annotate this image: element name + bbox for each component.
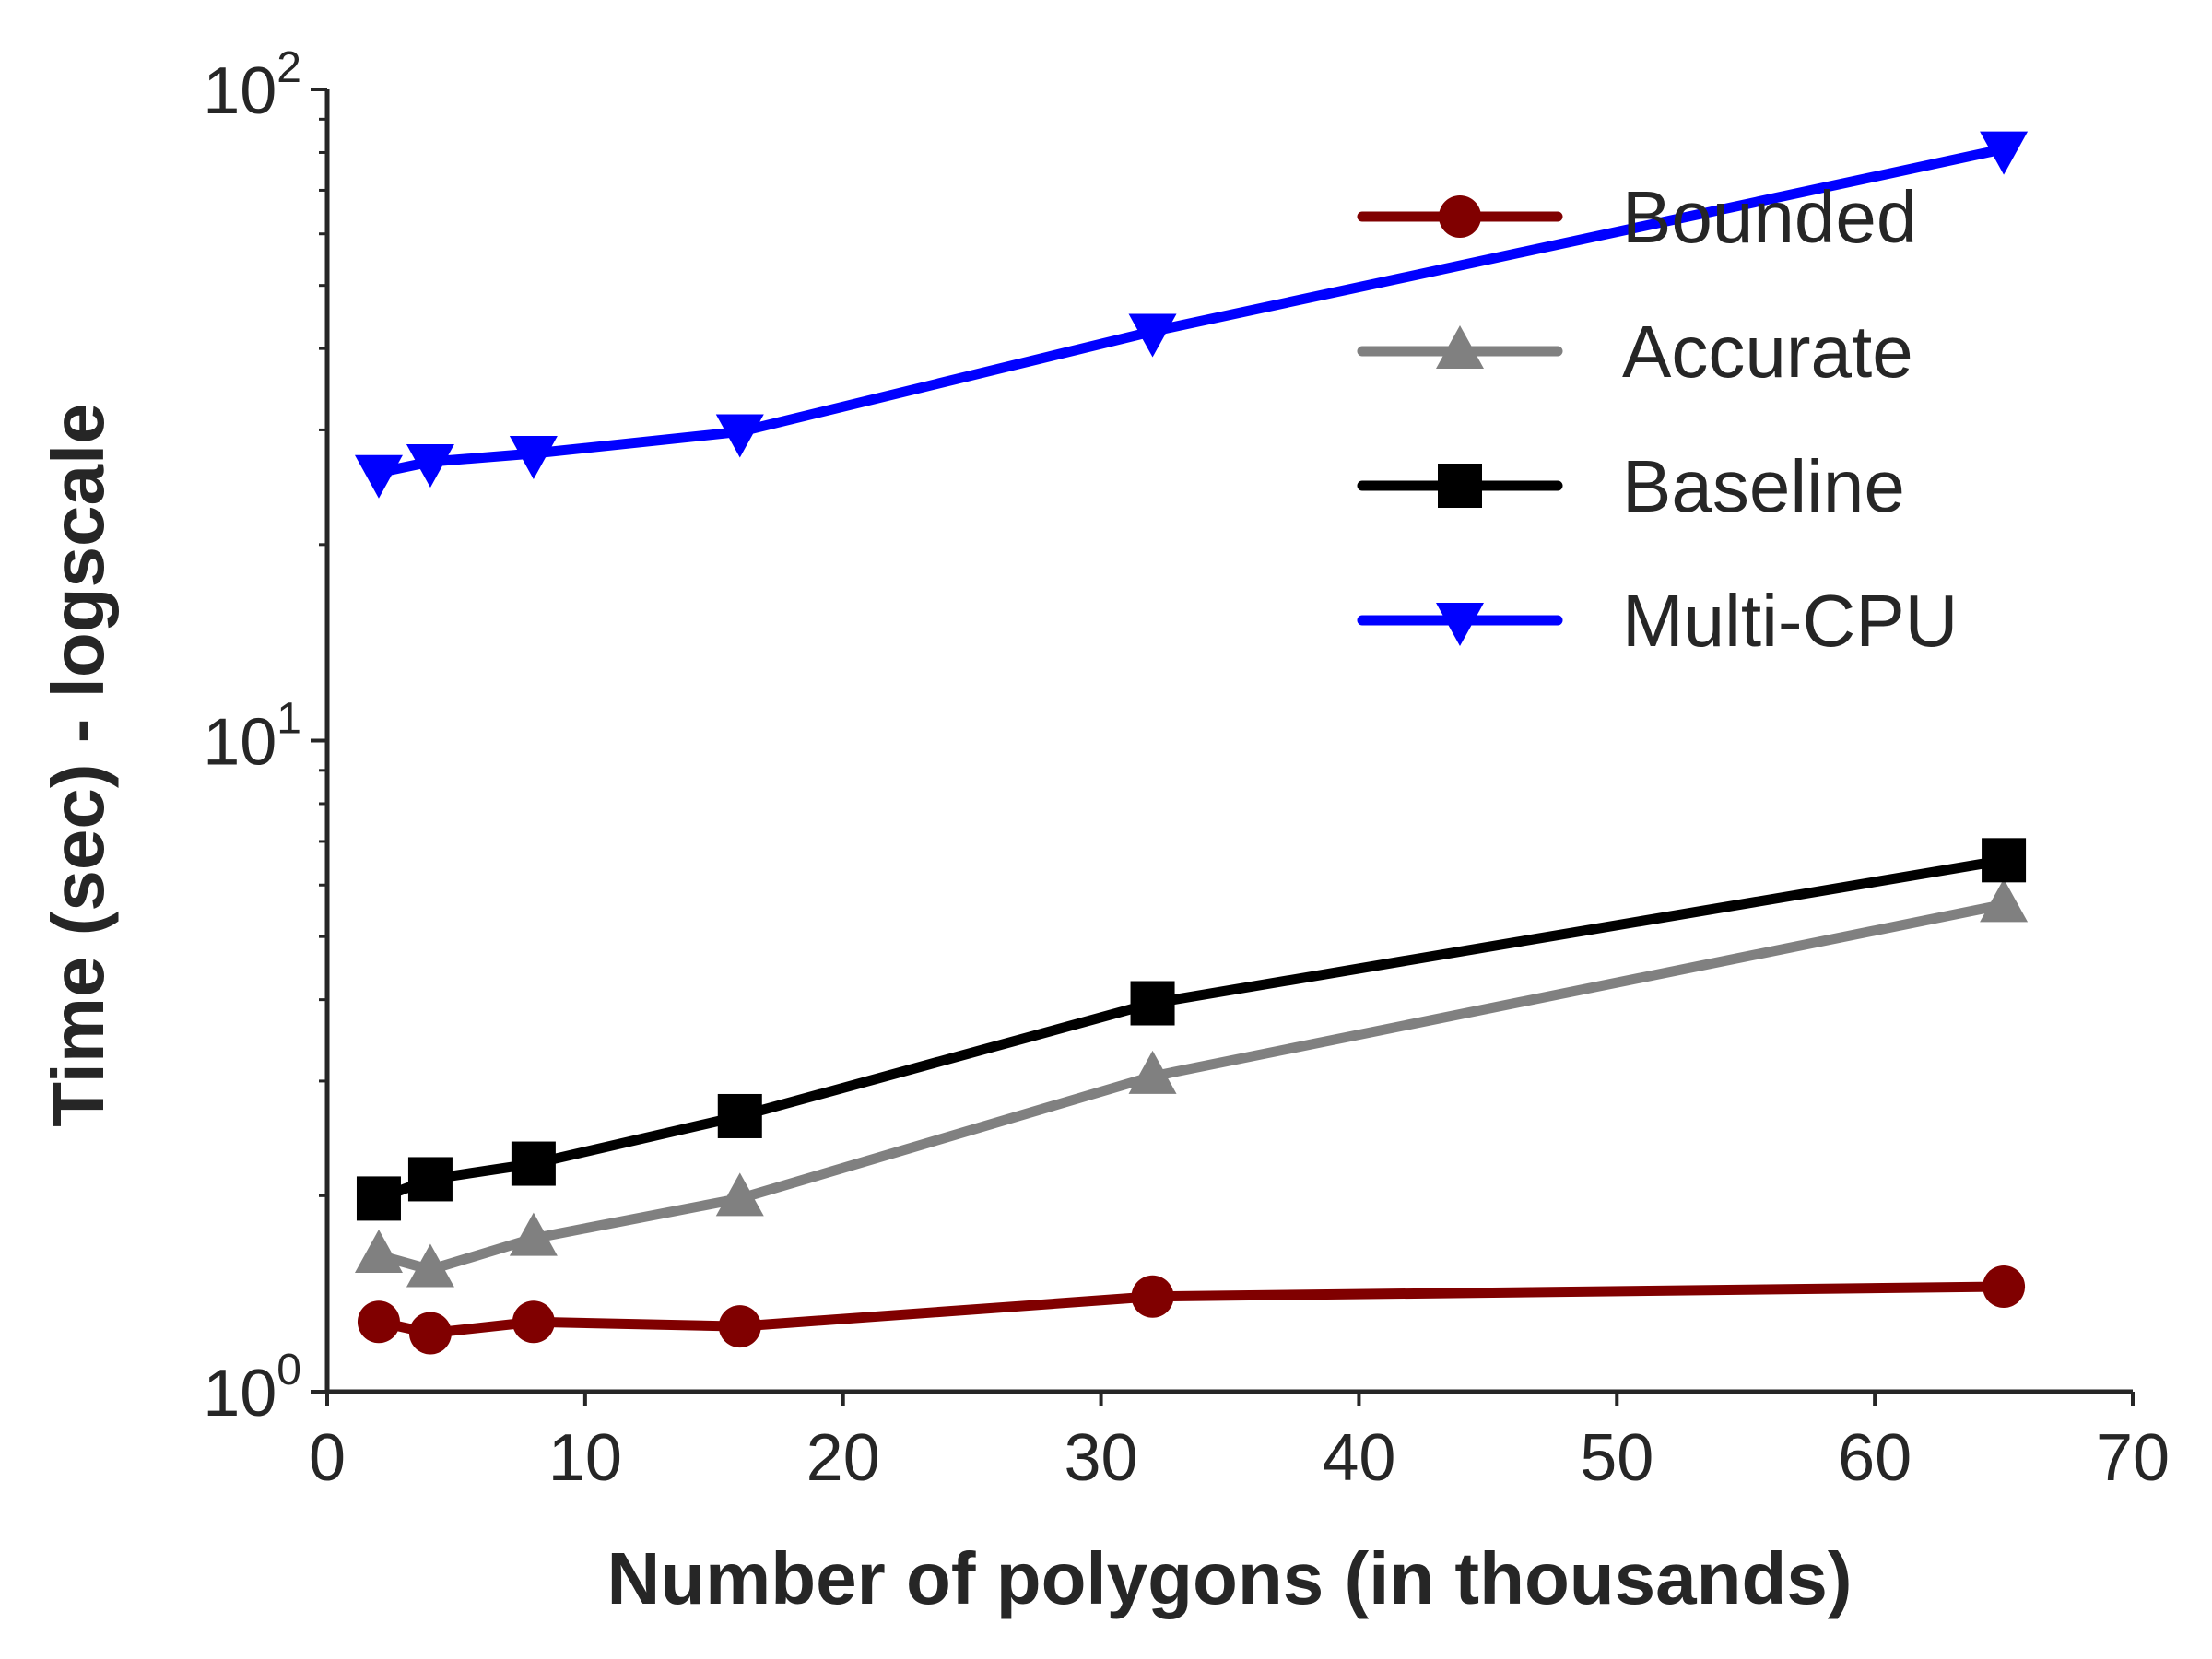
data-point [511, 1141, 556, 1186]
legend-marker [1439, 195, 1481, 238]
data-point [1128, 1050, 1177, 1094]
data-point [1128, 313, 1177, 358]
series-accurate [354, 878, 2029, 1288]
data-point [1982, 838, 2027, 883]
x-tick-label: 60 [1838, 1421, 1912, 1495]
y-tick-label: 100 [203, 1346, 301, 1430]
legend-entry: Accurate [1357, 311, 1913, 393]
data-point [1131, 1275, 1174, 1318]
series-line [373, 854, 2009, 1204]
legend-entry: Baseline [1357, 445, 1905, 527]
legend-marker [1436, 325, 1484, 369]
y-tick-base: 10 [203, 706, 276, 780]
x-tick-label: 40 [1322, 1421, 1395, 1495]
legend-marker [1438, 464, 1482, 508]
legend-entry: Bounded [1357, 176, 1917, 258]
x-tick-label: 30 [1065, 1421, 1138, 1495]
y-tick-label: 101 [203, 695, 301, 780]
legend-label: Baseline [1622, 445, 1905, 527]
x-axis-label: Number of polygons (in thousands) [606, 1537, 1852, 1619]
series-multi-cpu [354, 131, 2029, 499]
data-point [1980, 878, 2029, 923]
data-point [356, 1176, 401, 1221]
plot-area [354, 131, 2029, 1355]
series-line [373, 1281, 2009, 1338]
series-line [373, 899, 2009, 1276]
y-tick-exponent: 1 [276, 695, 301, 744]
data-point [715, 1172, 764, 1217]
x-tick-label: 70 [2096, 1421, 2170, 1495]
x-tick-label: 0 [309, 1421, 346, 1495]
legend-label: Multi-CPU [1622, 580, 1958, 662]
legend: Bounded Accurate Baseline Multi-CPU [1357, 176, 1958, 662]
y-tick-exponent: 2 [276, 43, 301, 92]
data-point [509, 1212, 558, 1256]
data-point [354, 454, 403, 499]
data-point [408, 1312, 452, 1355]
series-bounded [357, 1265, 2026, 1355]
y-tick-exponent: 0 [276, 1346, 301, 1394]
data-point [509, 435, 558, 479]
series-baseline [356, 838, 2027, 1221]
data-point [357, 1300, 400, 1344]
x-tick-label: 20 [806, 1421, 880, 1495]
axes [324, 89, 2133, 1394]
legend-label: Accurate [1622, 311, 1913, 393]
x-tick-label: 10 [548, 1421, 622, 1495]
x-ticks: 0 10 20 30 40 50 60 70 [309, 1392, 2170, 1495]
data-point [715, 414, 764, 458]
data-point [407, 1157, 453, 1202]
data-point [406, 1243, 454, 1288]
y-tick-label: 102 [203, 43, 301, 128]
y-tick-base: 10 [203, 1357, 276, 1430]
legend-entry: Multi-CPU [1357, 580, 1958, 662]
y-tick-base: 10 [203, 54, 276, 128]
data-point [354, 1229, 403, 1273]
data-point [717, 1093, 762, 1138]
legend-marker [1436, 603, 1484, 646]
legend-label: Bounded [1622, 176, 1917, 258]
data-point [1130, 981, 1175, 1026]
data-point [512, 1300, 555, 1344]
data-point [406, 444, 454, 488]
data-point [1980, 131, 2029, 175]
data-point [1983, 1265, 2026, 1308]
x-tick-label: 50 [1580, 1421, 1653, 1495]
y-axis-label: Time (sec) - logscale [37, 403, 119, 1127]
data-point [718, 1305, 761, 1348]
